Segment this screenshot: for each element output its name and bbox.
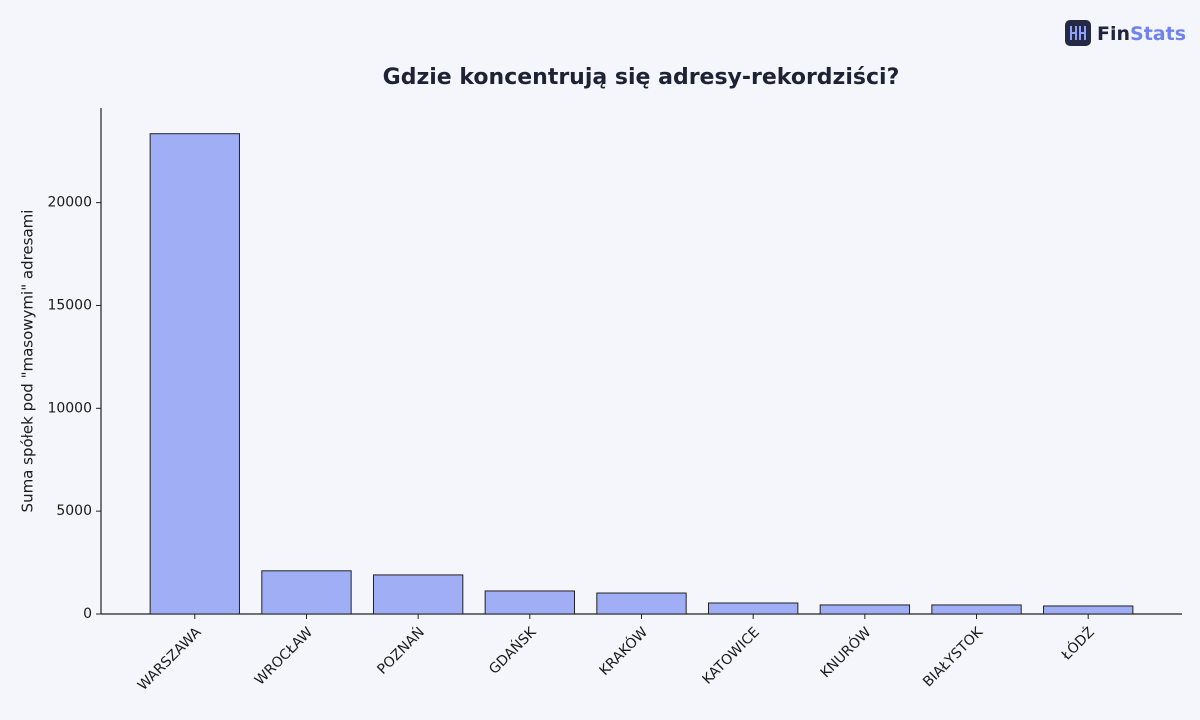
bar [261,570,352,615]
y-tick-label: 5000 [56,503,92,519]
x-tick-label: BIAŁYSTOK [920,624,987,691]
y-tick-label: 15000 [47,297,92,313]
y-axis-label: Suma spółek pod "masowymi" adresami [19,210,37,513]
bar [931,604,1022,615]
logo-mark [1070,26,1086,40]
logo-second: Stats [1130,23,1186,45]
bar [708,602,799,615]
y-tick-label: 10000 [47,400,92,416]
logo-text: FinStats [1097,23,1186,45]
y-tick-label: 0 [83,606,92,622]
x-tick-label: GDAŃSK [485,622,540,677]
logo-icon [1065,20,1091,46]
bar [819,604,911,615]
bar [596,592,687,615]
x-tick-label: KNURÓW [816,623,874,681]
y-tick-label: 20000 [47,195,92,211]
bar [372,574,464,615]
x-tick-label: ŁÓDŹ [1057,623,1098,664]
chart-title: Gdzie koncentrują się adresy-rekordziści… [383,65,900,90]
bar [1043,605,1134,615]
x-tick-label: WROCŁAW [252,624,316,688]
x-tick-label: WARSZAWA [135,624,205,694]
x-tick-label: KRAKÓW [595,623,651,679]
x-tick-label: KATOWICE [699,624,762,687]
x-tick-label: POZNAŃ [373,623,428,678]
logo-first: Fin [1097,23,1130,45]
bar [149,133,240,615]
bar [484,590,575,615]
